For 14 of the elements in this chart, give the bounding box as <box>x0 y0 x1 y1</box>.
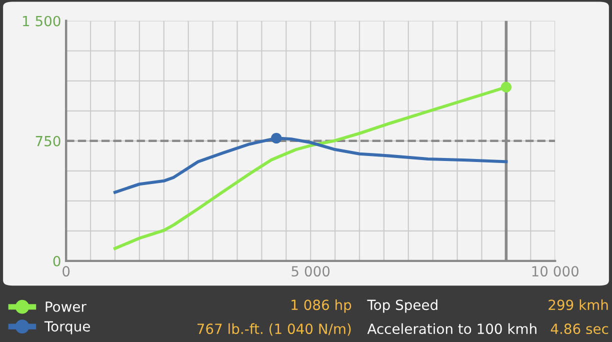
text: Acceleration to 100 kmh <box>367 323 536 334</box>
y-tick-label: 0 <box>53 256 60 266</box>
legend-label: Power <box>46 302 86 312</box>
text: Top Speed <box>367 299 438 313</box>
x-tick-label: 10 000 <box>532 266 578 277</box>
y-tick-label: 1 500 <box>23 16 60 26</box>
legend-label: Torque <box>44 321 90 334</box>
text: 299 kmh <box>548 299 608 310</box>
x-tick-label: 0 <box>62 266 70 277</box>
text: 4.86 sec <box>550 324 608 334</box>
x-tick-label: 5 000 <box>292 266 330 277</box>
text: 767 lb.-ft. (1 040 N/m) <box>197 323 351 336</box>
y-tick-label: 750 <box>36 136 60 146</box>
text: 1 086 hp <box>292 299 352 313</box>
